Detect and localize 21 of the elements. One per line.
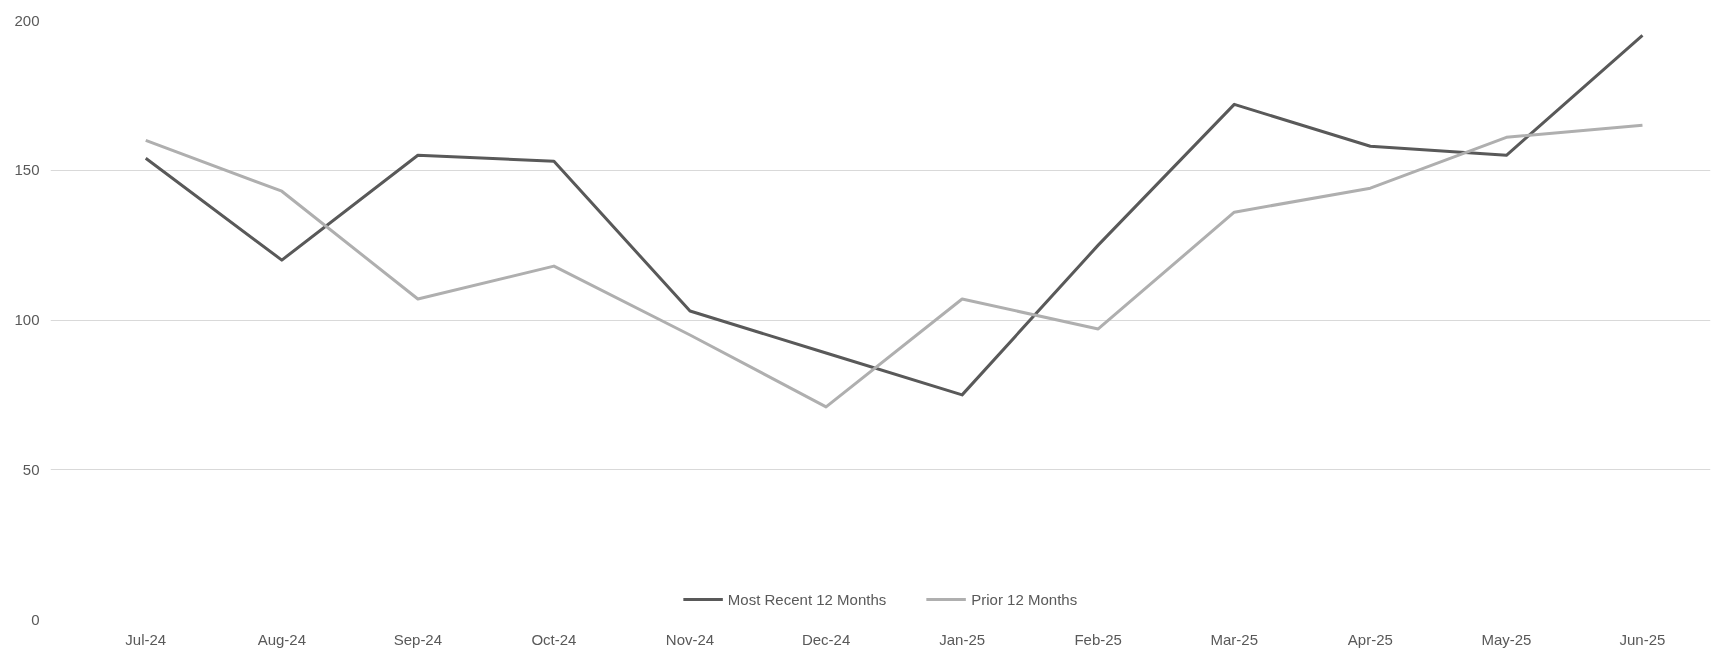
x-tick-label: Jan-25 <box>939 630 986 648</box>
line-series <box>144 123 1644 409</box>
x-tick-label: Sep-24 <box>393 630 443 648</box>
x-tick-label: Feb-25 <box>1074 630 1122 648</box>
y-tick-label: 200 <box>14 11 40 29</box>
x-tick-label: Dec-24 <box>801 630 851 648</box>
x-tick-label: Jun-25 <box>1619 630 1666 648</box>
y-tick-label: 0 <box>31 610 40 628</box>
line-series <box>144 33 1644 397</box>
x-tick-label: Apr-25 <box>1347 630 1393 648</box>
legend-label: Most Recent 12 Months <box>727 590 887 608</box>
y-tick-label: 100 <box>14 311 40 328</box>
y-tick-label: 50 <box>22 460 40 478</box>
x-tick-label: Nov-24 <box>665 630 715 648</box>
legend-label: Prior 12 Months <box>971 590 1078 608</box>
x-tick-label: Oct-24 <box>531 630 577 648</box>
x-tick-label: May-25 <box>1481 630 1532 648</box>
x-tick-label: Aug-24 <box>257 630 306 648</box>
x-tick-label: Mar-25 <box>1210 630 1259 648</box>
y-tick-label: 150 <box>14 161 40 179</box>
x-tick-label: Jul-24 <box>125 630 167 648</box>
